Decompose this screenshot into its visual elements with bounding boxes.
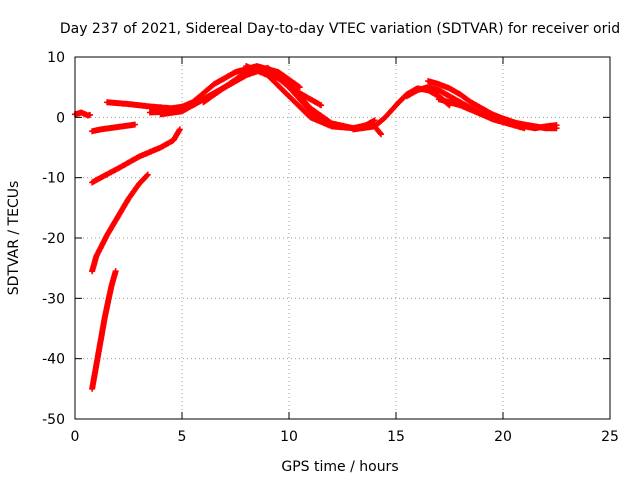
chart-title: Day 237 of 2021, Sidereal Day-to-day VTE…	[60, 21, 620, 37]
series-arc-m	[425, 78, 560, 132]
ticks: 0 5 10 15 20 25 -50 -40 -30 -20 -10 0 10	[42, 50, 619, 445]
y-tick-label: -50	[42, 412, 65, 428]
y-axis-label: SDTVAR / TECUs	[6, 181, 22, 296]
x-tick-label: 5	[178, 429, 187, 445]
series-markers	[89, 268, 119, 392]
y-tick-label: 10	[47, 50, 65, 66]
x-tick-label: 10	[280, 429, 298, 445]
series-markers	[89, 171, 151, 275]
y-tick-label: -30	[42, 291, 65, 307]
series-markers	[435, 96, 560, 132]
y-tick-label: -40	[42, 352, 65, 368]
series-arc-e	[89, 268, 119, 392]
series-arc-d	[89, 171, 151, 275]
data-points	[72, 63, 560, 392]
series-markers	[425, 78, 560, 132]
series-arc-b	[89, 121, 138, 135]
series-arc-c	[89, 126, 183, 186]
x-tick-label: 20	[494, 429, 512, 445]
x-tick-label: 25	[601, 429, 619, 445]
series-arc-n	[435, 96, 560, 132]
y-tick-label: -20	[42, 231, 65, 247]
y-tick-label: 0	[56, 110, 65, 126]
series-markers	[89, 121, 138, 135]
series-markers	[89, 126, 183, 186]
x-axis-label: GPS time / hours	[281, 459, 398, 475]
x-tick-label: 15	[387, 429, 405, 445]
y-tick-label: -10	[42, 171, 65, 187]
x-tick-label: 0	[71, 429, 80, 445]
